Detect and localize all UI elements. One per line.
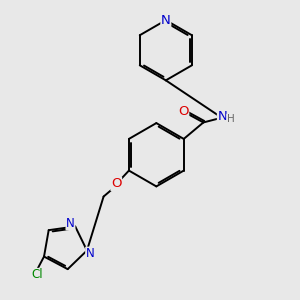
Text: H: H (227, 114, 235, 124)
Text: Cl: Cl (31, 268, 43, 281)
Text: N: N (161, 14, 171, 27)
Text: O: O (111, 177, 122, 190)
Text: N: N (86, 247, 94, 260)
Text: N: N (66, 217, 75, 230)
Text: N: N (218, 110, 227, 123)
Text: O: O (178, 105, 189, 118)
